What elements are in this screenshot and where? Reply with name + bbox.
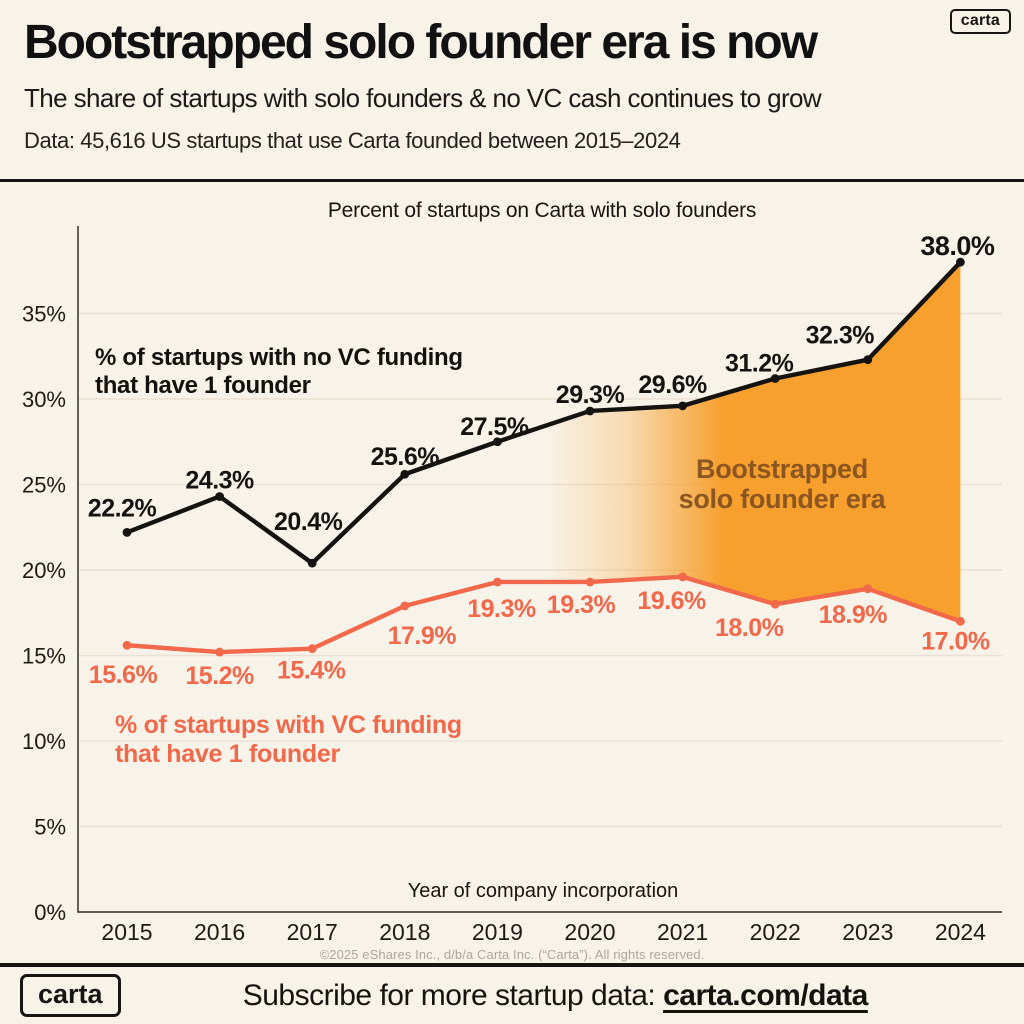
value-label: 15.4% xyxy=(277,657,346,685)
value-label: 32.3% xyxy=(806,322,875,350)
x-tick-label: 2019 xyxy=(472,919,523,945)
value-label: 31.2% xyxy=(725,349,794,377)
x-tick-label: 2015 xyxy=(101,919,152,945)
no-vc-funding-line-point-2016 xyxy=(215,492,225,501)
no-vc-funding-line-point-2021 xyxy=(678,401,687,411)
no-vc-funding-line-point-2018 xyxy=(400,469,410,479)
x-tick-label: 2021 xyxy=(657,919,708,945)
value-label: 17.0% xyxy=(921,627,990,655)
carta-data-link[interactable]: carta.com/data xyxy=(663,978,868,1012)
vc-funding-line-point-2021 xyxy=(678,572,687,582)
vc-funding-line-point-2023 xyxy=(863,584,873,594)
value-label: 19.6% xyxy=(637,587,706,615)
y-tick-label: 35% xyxy=(22,302,66,327)
value-label: 19.3% xyxy=(547,591,616,619)
bootstrapped-era-area-fill xyxy=(127,262,961,653)
value-label: 15.2% xyxy=(185,662,254,690)
y-tick-label: 0% xyxy=(34,900,66,925)
vc-funding-line-point-2015 xyxy=(122,640,132,650)
x-tick-label: 2016 xyxy=(194,919,245,945)
vc-funding-line-point-2020 xyxy=(585,577,595,587)
carta-logo-badge: carta xyxy=(949,9,1011,34)
x-tick-label: 2017 xyxy=(287,919,338,945)
y-tick-label: 5% xyxy=(34,815,66,840)
value-label: 38.0% xyxy=(920,231,995,261)
value-label: 17.9% xyxy=(388,622,457,650)
axis-lines xyxy=(77,226,1002,913)
chart-title: Percent of startups on Carta with solo f… xyxy=(327,199,757,222)
bootstrapped-era-label: Bootstrapped solo founder era xyxy=(678,454,886,514)
no-vc-funding-line-point-2017 xyxy=(307,558,317,568)
series-label-no-vc-funding: % of startups with no VC funding that ha… xyxy=(95,344,463,400)
vc-funding-line-point-2016 xyxy=(215,647,225,657)
value-label: 19.3% xyxy=(467,595,536,623)
value-label: 22.2% xyxy=(88,494,157,522)
x-tick-label: 2022 xyxy=(750,919,801,945)
value-label: 18.0% xyxy=(715,614,784,642)
vc-funding-line-point-2022 xyxy=(770,599,780,609)
x-tick-label: 2023 xyxy=(842,919,893,945)
x-tick-label: 2018 xyxy=(379,919,430,945)
series-label-vc-funding: % of startups with VC funding that have … xyxy=(115,711,462,768)
y-tick-label: 15% xyxy=(22,644,66,669)
footer: carta Subscribe for more startup data: c… xyxy=(0,963,1024,1024)
value-label: 24.3% xyxy=(185,466,254,494)
y-tick-label: 10% xyxy=(22,729,66,754)
no-vc-funding-line-point-2020 xyxy=(585,406,595,416)
value-label: 18.9% xyxy=(819,601,888,629)
x-axis-caption: Year of company incorporation xyxy=(407,880,679,902)
value-label: 20.4% xyxy=(274,508,343,536)
no-vc-funding-line-point-2019 xyxy=(493,437,502,447)
data-note: Data: 45,616 US startups that use Carta … xyxy=(24,127,681,153)
vc-funding-line-point-2019 xyxy=(493,577,502,587)
no-vc-funding-line-point-2022 xyxy=(770,374,780,383)
y-tick-label: 30% xyxy=(22,387,66,412)
page-subtitle: The share of startups with solo founders… xyxy=(24,82,822,113)
x-tick-label: 2020 xyxy=(564,919,615,945)
page-title: Bootstrapped solo founder era is now xyxy=(24,16,818,69)
y-tick-label: 20% xyxy=(22,558,66,583)
vc-funding-line xyxy=(124,574,963,655)
value-label: 29.6% xyxy=(638,371,707,399)
no-vc-funding-line xyxy=(124,260,963,566)
header: carta Bootstrapped solo founder era is n… xyxy=(0,0,1024,182)
vc-funding-line-point-2024 xyxy=(956,616,965,626)
value-label: 27.5% xyxy=(460,413,529,441)
subscribe-prefix: Subscribe for more startup data: xyxy=(242,978,664,1012)
copyright-text: ©2025 eShares Inc., d/b/a Carta Inc. (“C… xyxy=(319,947,705,962)
no-vc-funding-line-point-2024 xyxy=(956,257,965,267)
x-tick-label: 2024 xyxy=(935,919,986,945)
y-tick-label: 25% xyxy=(22,473,66,498)
no-vc-funding-line-point-2023 xyxy=(863,355,873,365)
subscribe-text: Subscribe for more startup data: carta.c… xyxy=(121,979,1004,1013)
value-label: 15.6% xyxy=(89,661,158,689)
value-label: 25.6% xyxy=(371,443,440,471)
carta-logo-footer: carta xyxy=(20,974,121,1017)
no-vc-funding-line-point-2015 xyxy=(122,527,132,537)
vc-funding-line-point-2017 xyxy=(307,644,317,654)
value-label: 29.3% xyxy=(556,381,625,409)
vc-funding-line-point-2018 xyxy=(400,601,410,611)
